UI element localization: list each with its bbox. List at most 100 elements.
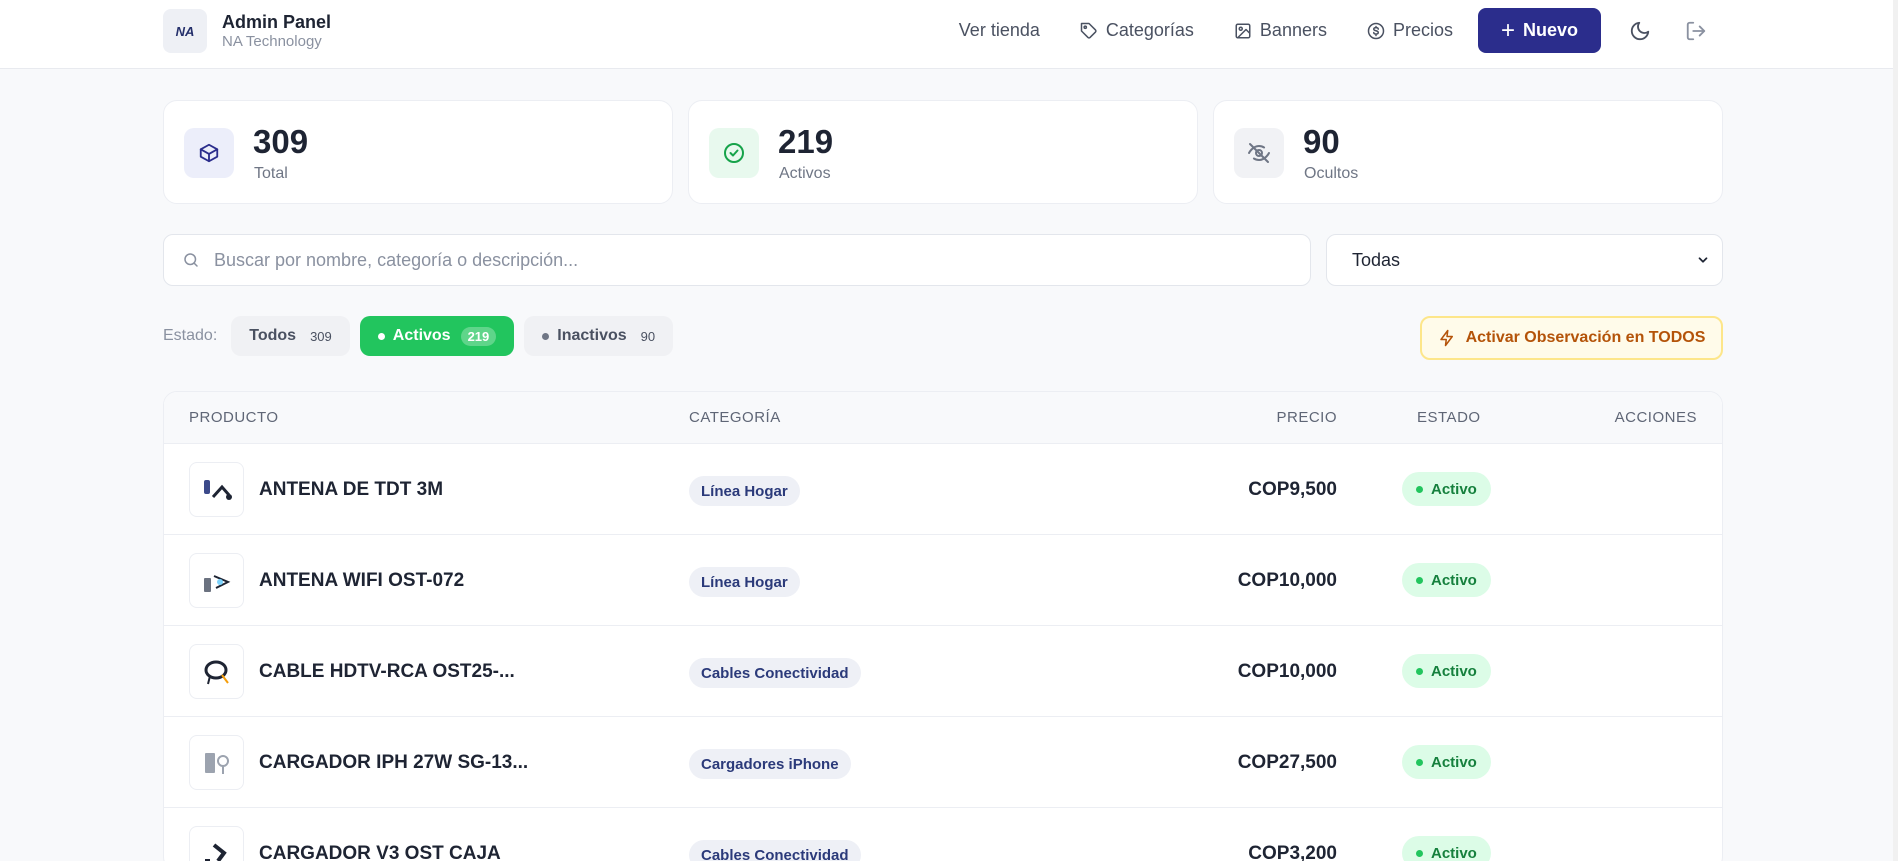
column-header-product: PRODUCTO — [189, 409, 279, 426]
theme-toggle-button[interactable] — [1623, 8, 1657, 53]
product-name: ANTENA WIFI OST-072 — [259, 570, 465, 591]
dot-icon — [377, 332, 385, 340]
table-row[interactable]: CARGADOR IPH 27W SG-13... Cargadores iPh… — [164, 717, 1722, 808]
image-icon — [1235, 23, 1251, 38]
activate-observation-label: Activar Observación en TODOS — [1465, 329, 1706, 346]
nav-banners-label: Banners — [1259, 20, 1327, 40]
logout-icon — [1686, 21, 1706, 40]
product-price: COP3,200 — [1248, 843, 1337, 861]
stat-hidden-label: Ocultos — [1304, 165, 1359, 182]
logout-button[interactable] — [1679, 8, 1713, 53]
plus-icon: + — [1500, 16, 1515, 44]
category-badge: Cables Conectividad — [689, 658, 861, 688]
table-row[interactable]: CARGADOR V3 OST CAJA Cables Conectividad… — [164, 808, 1722, 861]
dot-icon — [1416, 485, 1423, 493]
moon-icon — [1630, 21, 1650, 40]
status-badge: Activo — [1402, 654, 1491, 688]
product-price: COP10,000 — [1237, 570, 1337, 591]
dot-icon — [1416, 758, 1423, 766]
category-select[interactable]: Todas — [1326, 234, 1723, 286]
nav-store-label: Ver tienda — [958, 20, 1040, 40]
product-thumbnail — [189, 553, 244, 608]
column-header-price: PRECIO — [1276, 409, 1337, 426]
stat-card-hidden: 90 Ocultos — [1213, 100, 1723, 204]
dot-icon — [1416, 576, 1423, 584]
main-nav: Ver tienda Categorías Banners Precios + … — [919, 8, 1713, 53]
brand[interactable]: NA Admin Panel NA Technology — [163, 9, 331, 53]
status-label: Activo — [1431, 662, 1477, 680]
status-badge: Activo — [1402, 836, 1491, 861]
stat-active-value: 219 — [778, 123, 834, 160]
dot-icon — [1416, 849, 1423, 857]
status-label: Activo — [1431, 844, 1477, 861]
product-name: CARGADOR IPH 27W SG-13... — [259, 752, 529, 773]
chevron-down-icon — [1698, 257, 1708, 263]
status-badge: Activo — [1402, 563, 1491, 597]
stat-total-label: Total — [254, 165, 288, 182]
stat-total-value: 309 — [253, 123, 309, 160]
status-badge: Activo — [1402, 745, 1491, 779]
lightning-icon — [1439, 329, 1453, 347]
products-table: PRODUCTO CATEGORÍA PRECIO ESTADO ACCIONE… — [163, 391, 1723, 861]
filter-inactive-pill[interactable]: Inactivos 90 — [524, 316, 674, 356]
category-select-value: Todas — [1352, 249, 1401, 270]
nav-prices-link[interactable]: Precios — [1367, 8, 1453, 53]
stat-active-label: Activos — [779, 165, 831, 182]
activate-observation-button[interactable]: Activar Observación en TODOS — [1420, 316, 1723, 360]
nav-store-link[interactable]: Ver tienda — [959, 8, 1040, 53]
column-header-actions: ACCIONES — [1614, 409, 1697, 426]
product-name: CABLE HDTV-RCA OST25-... — [259, 661, 515, 682]
cube-icon — [184, 128, 234, 178]
new-button-label: Nuevo — [1523, 20, 1579, 40]
filter-inactive-count: 90 — [640, 328, 656, 344]
product-thumbnail — [189, 735, 244, 790]
filter-active-pill[interactable]: Activos 219 — [359, 316, 515, 356]
status-label: Activo — [1431, 753, 1477, 771]
top-bar: NA Admin Panel NA Technology Ver tienda … — [0, 0, 1893, 69]
status-badge: Activo — [1402, 472, 1491, 506]
table-row[interactable]: ANTENA DE TDT 3M Línea Hogar COP9,500 Ac… — [164, 444, 1722, 535]
dot-icon — [542, 332, 550, 340]
page-scrollbar[interactable] — [1893, 0, 1898, 861]
nav-categories-link[interactable]: Categorías — [1080, 8, 1194, 53]
nav-categories-label: Categorías — [1105, 20, 1194, 40]
status-label: Activo — [1431, 480, 1477, 498]
table-row[interactable]: CABLE HDTV-RCA OST25-... Cables Conectiv… — [164, 626, 1722, 717]
product-price: COP27,500 — [1237, 752, 1337, 773]
product-name: CARGADOR V3 OST CAJA — [259, 843, 501, 861]
dollar-circle-icon — [1367, 22, 1385, 39]
product-thumbnail — [189, 462, 244, 517]
stat-card-active: 219 Activos — [688, 100, 1198, 204]
brand-subtitle: NA Technology — [222, 33, 322, 50]
table-row[interactable]: ANTENA WIFI OST-072 Línea Hogar COP10,00… — [164, 535, 1722, 626]
filter-all-label: Todos — [249, 327, 297, 344]
search-input[interactable] — [214, 249, 1214, 271]
search-box — [163, 234, 1311, 286]
stat-card-total: 309 Total — [163, 100, 673, 204]
nav-banners-link[interactable]: Banners — [1234, 8, 1327, 53]
brand-logo: NA — [163, 9, 207, 53]
category-badge: Línea Hogar — [689, 476, 800, 506]
status-filter-label: Estado: — [163, 327, 218, 344]
product-thumbnail — [189, 826, 244, 861]
new-product-button[interactable]: + Nuevo — [1478, 8, 1601, 53]
column-header-status: ESTADO — [1417, 409, 1481, 426]
product-name: ANTENA DE TDT 3M — [259, 479, 444, 500]
filter-all-pill[interactable]: Todos 309 — [231, 316, 350, 356]
dot-icon — [1416, 667, 1423, 675]
column-header-category: CATEGORÍA — [689, 409, 781, 426]
filter-inactive-label: Inactivos — [557, 327, 627, 344]
product-thumbnail — [189, 644, 244, 699]
tag-icon — [1080, 22, 1097, 39]
filter-active-count: 219 — [460, 326, 497, 346]
filter-all-count: 309 — [310, 328, 332, 344]
eye-off-icon — [1234, 128, 1284, 178]
nav-prices-label: Precios — [1392, 20, 1453, 40]
check-circle-icon — [709, 128, 759, 178]
product-price: COP10,000 — [1237, 661, 1337, 682]
status-label: Activo — [1431, 571, 1477, 589]
product-price: COP9,500 — [1248, 479, 1337, 500]
stat-hidden-value: 90 — [1303, 123, 1340, 160]
status-filter: Estado: Todos 309 Activos 219 Inactivos … — [163, 316, 683, 356]
category-badge: Cargadores iPhone — [689, 749, 851, 779]
